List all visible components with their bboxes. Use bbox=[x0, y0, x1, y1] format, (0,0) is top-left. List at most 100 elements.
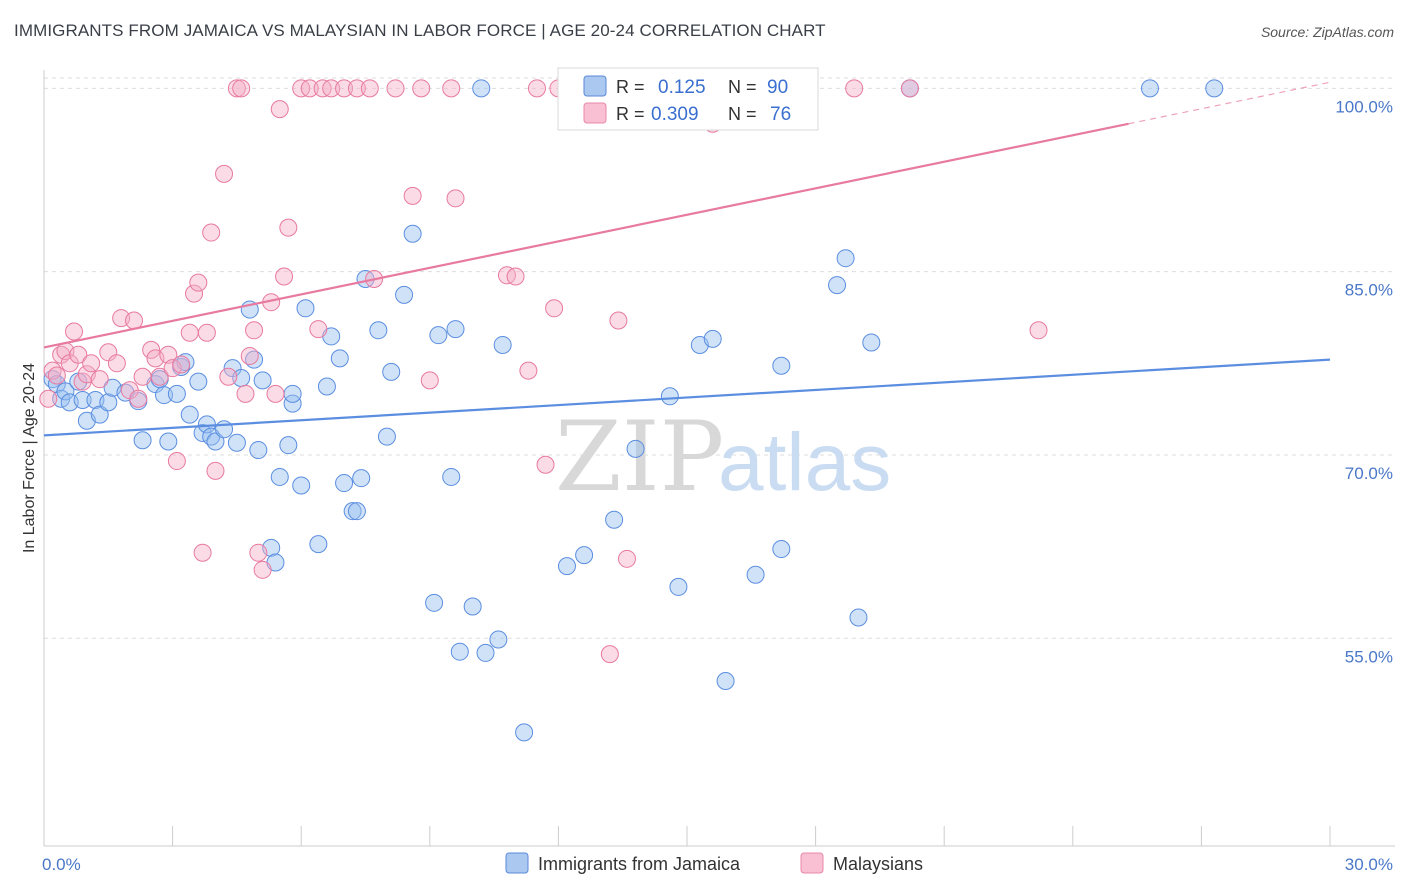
malaysian-point bbox=[275, 267, 294, 286]
jamaica-point bbox=[253, 371, 272, 390]
jamaica-point bbox=[317, 377, 336, 396]
jamaica-point bbox=[309, 535, 328, 554]
jamaica-point bbox=[279, 436, 298, 455]
jamaica-point bbox=[425, 593, 444, 612]
jamaica-point bbox=[270, 467, 289, 486]
malaysian-point bbox=[600, 645, 619, 664]
malaysian-point bbox=[617, 549, 636, 568]
jamaica-point bbox=[343, 502, 362, 521]
jamaica-point bbox=[73, 390, 92, 409]
malaysian-point bbox=[412, 79, 431, 98]
jamaica-point bbox=[347, 502, 366, 521]
legend-swatch-jamaica bbox=[583, 75, 607, 97]
malaysian-point bbox=[219, 367, 238, 386]
malaysian-point bbox=[527, 79, 546, 98]
malaysian-point bbox=[609, 311, 628, 330]
malaysian-point bbox=[206, 461, 225, 480]
jamaica-point bbox=[703, 329, 722, 348]
malaysian-point bbox=[133, 367, 152, 386]
malaysian-point bbox=[227, 79, 246, 98]
jamaica-point bbox=[463, 597, 482, 616]
jamaica-point bbox=[56, 382, 75, 401]
malaysian-point bbox=[279, 218, 298, 237]
tick-labels: 55.0% 70.0% 85.0% 100.0% 0.0% 30.0% bbox=[42, 97, 1393, 874]
malaysian-point bbox=[39, 389, 58, 408]
malaysian-trend-line bbox=[43, 122, 1129, 349]
jamaica-point bbox=[352, 469, 371, 488]
jamaica-point bbox=[395, 285, 414, 304]
malaysian-point bbox=[900, 79, 919, 98]
legend-r-label-1: R = bbox=[616, 77, 645, 97]
jamaica-point bbox=[660, 387, 679, 406]
legend-n-value-1: 90 bbox=[767, 77, 788, 98]
x-tick-label: 0.0% bbox=[42, 855, 81, 874]
bottom-legend-swatch-jamaica bbox=[505, 852, 529, 874]
jamaica-point bbox=[476, 643, 495, 662]
malaysian-point bbox=[545, 299, 564, 318]
jamaica-point bbox=[206, 432, 225, 451]
malaysian-point bbox=[129, 389, 148, 408]
malaysian-point bbox=[347, 79, 366, 98]
jamaica-point bbox=[862, 333, 881, 352]
stats-legend: R = 0.125 N = 90 R = 0.309 N = 76 bbox=[557, 67, 819, 131]
jamaica-point bbox=[189, 372, 208, 391]
jamaica-point bbox=[493, 335, 512, 354]
jamaica-point bbox=[99, 393, 118, 412]
jamaica-point bbox=[283, 384, 302, 403]
jamaica-point bbox=[515, 723, 534, 742]
malaysian-point bbox=[266, 384, 285, 403]
jamaica-point bbox=[330, 349, 349, 368]
jamaica-point bbox=[828, 276, 847, 295]
y-tick-label: 85.0% bbox=[1345, 281, 1393, 300]
malaysian-point bbox=[845, 79, 864, 98]
malaysian-point bbox=[300, 79, 319, 98]
source-label: Source: ZipAtlas.com bbox=[1260, 24, 1394, 40]
jamaica-point bbox=[489, 630, 508, 649]
watermark-atlas: atlas bbox=[718, 417, 891, 508]
jamaica-point bbox=[772, 356, 791, 375]
jamaica-point bbox=[155, 386, 174, 405]
malaysian-point bbox=[180, 323, 199, 342]
jamaica-point bbox=[292, 476, 311, 495]
malaysian-point bbox=[185, 284, 204, 303]
malaysian-trend-extension bbox=[1128, 81, 1331, 125]
axes bbox=[43, 70, 1395, 847]
jamaica-point bbox=[446, 320, 465, 339]
malaysian-point bbox=[309, 320, 328, 339]
jamaica-point bbox=[716, 672, 735, 691]
malaysian-point bbox=[403, 186, 422, 205]
malaysian-point bbox=[82, 354, 101, 373]
jamaica-point bbox=[626, 439, 645, 458]
malaysian-point bbox=[150, 367, 169, 386]
jamaica-point bbox=[90, 405, 109, 424]
jamaica-trend-line bbox=[43, 358, 1331, 437]
x-tick-label: 30.0% bbox=[1345, 855, 1393, 874]
malaysian-point bbox=[159, 345, 178, 364]
malaysian-point bbox=[1029, 321, 1048, 340]
jamaica-point bbox=[772, 540, 791, 559]
malaysian-point bbox=[536, 455, 555, 474]
jamaica-point bbox=[1140, 79, 1159, 98]
jamaica-point bbox=[133, 431, 152, 450]
malaysian-point bbox=[245, 321, 264, 340]
malaysian-point bbox=[240, 346, 259, 365]
jamaica-point bbox=[472, 79, 491, 98]
jamaica-point bbox=[575, 546, 594, 565]
malaysian-point bbox=[125, 311, 144, 330]
trend-lines bbox=[43, 81, 1331, 437]
malaysian-point bbox=[47, 366, 66, 385]
malaysian-point bbox=[253, 560, 272, 579]
malaysian-point bbox=[232, 79, 251, 98]
malaysian-point bbox=[420, 371, 439, 390]
series-legend: Immigrants from Jamaica Malaysians bbox=[505, 852, 923, 874]
malaysian-point bbox=[249, 543, 268, 562]
malaysian-point bbox=[442, 79, 461, 98]
jamaica-point bbox=[167, 384, 186, 403]
jamaica-point bbox=[557, 557, 576, 576]
jamaica-point bbox=[450, 642, 469, 661]
jamaica-point bbox=[335, 474, 354, 493]
y-axis-label: In Labor Force | Age 20-24 bbox=[21, 363, 38, 553]
malaysian-point bbox=[197, 323, 216, 342]
malaysian-point bbox=[335, 79, 354, 98]
malaysian-point bbox=[360, 79, 379, 98]
